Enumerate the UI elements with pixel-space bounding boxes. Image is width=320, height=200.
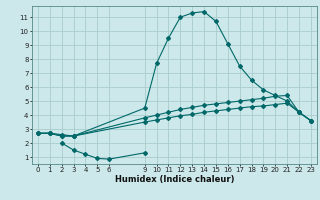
X-axis label: Humidex (Indice chaleur): Humidex (Indice chaleur) [115,175,234,184]
